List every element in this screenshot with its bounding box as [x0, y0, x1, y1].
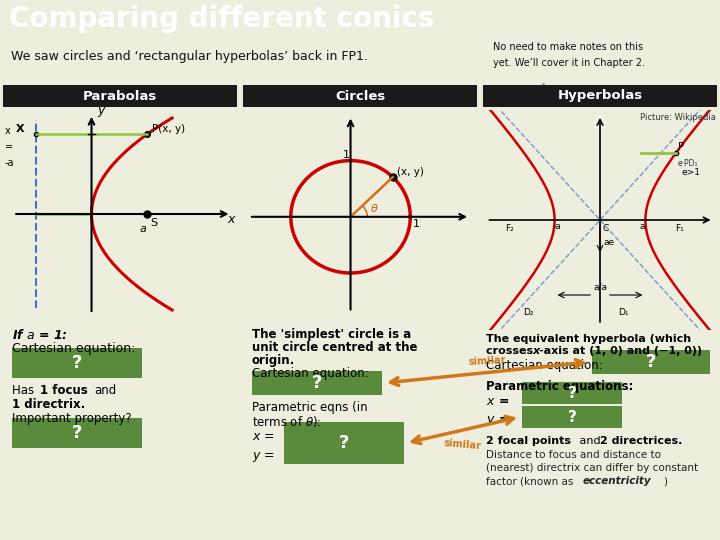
Text: The equivalent hyperbola (which: The equivalent hyperbola (which: [486, 334, 691, 344]
Text: P(x, y): P(x, y): [152, 124, 185, 134]
Text: and: and: [94, 384, 116, 397]
Text: a: a: [139, 224, 146, 234]
Text: eccentricity: eccentricity: [583, 476, 652, 486]
Bar: [3, 85, 237, 107]
Text: Picture: Wikipedia: Picture: Wikipedia: [640, 112, 716, 122]
Text: y: y: [97, 104, 104, 117]
Text: Cartesian equation:: Cartesian equation:: [252, 367, 369, 380]
Text: yet. We’ll cover it in Chapter 2.: yet. We’ll cover it in Chapter 2.: [493, 58, 645, 68]
Text: (nearest) directrix can differ by constant: (nearest) directrix can differ by consta…: [486, 463, 698, 473]
Text: $x$ =: $x$ =: [486, 395, 509, 408]
Text: x: x: [532, 346, 539, 356]
Text: 2 directrices.: 2 directrices.: [600, 436, 683, 446]
Text: e·PD₁: e·PD₁: [678, 159, 698, 168]
Text: Parabolas: Parabolas: [83, 90, 157, 103]
Text: C: C: [602, 224, 608, 233]
Text: F₂: F₂: [505, 224, 513, 233]
Text: similar: similar: [444, 438, 482, 451]
Text: -axis at (1, 0) and (−1, 0)): -axis at (1, 0) and (−1, 0)): [539, 346, 702, 356]
Text: $y$ =: $y$ =: [252, 450, 275, 464]
Text: -a: -a: [552, 222, 561, 231]
Text: a: a: [640, 222, 645, 231]
Text: P: P: [678, 141, 684, 152]
Bar: [592, 350, 710, 374]
Text: 2 focal points: 2 focal points: [486, 436, 571, 446]
Text: and: and: [576, 436, 604, 446]
Text: Hyperbolas: Hyperbolas: [557, 90, 642, 103]
Text: ?: ?: [312, 374, 322, 392]
Text: Parametric eqns (in: Parametric eqns (in: [252, 401, 368, 414]
Text: $\theta$: $\theta$: [369, 202, 378, 214]
Text: $x$ =: $x$ =: [252, 430, 275, 443]
Text: ae: ae: [603, 238, 614, 247]
Text: No need to make notes on this: No need to make notes on this: [493, 42, 644, 52]
Text: We saw circles and ‘rectangular hyperbolas’ back in FP1.: We saw circles and ‘rectangular hyperbol…: [11, 50, 368, 63]
Text: Has: Has: [12, 384, 38, 397]
Bar: [252, 371, 382, 395]
Text: Cartesian equation:: Cartesian equation:: [486, 359, 603, 372]
Text: 1 focus: 1 focus: [40, 384, 88, 397]
Text: ?: ?: [72, 354, 82, 372]
Text: ?: ?: [567, 409, 577, 424]
Text: similar: similar: [468, 355, 506, 367]
Text: D₁: D₁: [618, 308, 629, 317]
Text: x: x: [228, 213, 235, 226]
Text: Cartesian equation:: Cartesian equation:: [12, 342, 135, 355]
Text: terms of $\theta$):: terms of $\theta$):: [252, 414, 321, 429]
Text: e>1: e>1: [682, 168, 701, 177]
Text: x: x: [5, 126, 11, 136]
Text: unit circle centred at the: unit circle centred at the: [252, 341, 418, 354]
Text: D₂: D₂: [523, 308, 534, 317]
Text: The 'simplest' circle is a: The 'simplest' circle is a: [252, 328, 411, 341]
Bar: [243, 85, 477, 107]
Bar: [284, 422, 404, 464]
Text: 1: 1: [413, 219, 420, 229]
Text: =: =: [5, 142, 13, 152]
Text: 1 directrix.: 1 directrix.: [12, 398, 85, 411]
Text: Distance to focus and distance to: Distance to focus and distance to: [486, 450, 661, 460]
Text: ): ): [663, 476, 667, 486]
Text: Comparing different conics: Comparing different conics: [9, 5, 434, 33]
Text: ?: ?: [567, 386, 577, 401]
Bar: [522, 382, 622, 404]
Text: crosses: crosses: [486, 346, 537, 356]
Text: factor (known as: factor (known as: [486, 476, 577, 486]
Text: (x, y): (x, y): [397, 167, 424, 177]
Text: S: S: [150, 218, 158, 228]
Text: 1: 1: [343, 150, 350, 160]
Text: If $a$ = 1:: If $a$ = 1:: [12, 328, 68, 342]
Text: X: X: [16, 124, 24, 134]
Bar: [522, 406, 622, 428]
Text: Important property?: Important property?: [12, 412, 132, 425]
Text: -a: -a: [5, 158, 14, 168]
Bar: [12, 348, 142, 378]
Text: ?: ?: [339, 434, 349, 452]
Bar: [12, 418, 142, 448]
Bar: [483, 85, 717, 107]
Text: ?: ?: [646, 353, 656, 371]
Text: a/a: a/a: [593, 282, 607, 291]
Text: origin.: origin.: [252, 354, 295, 367]
Text: ?: ?: [72, 424, 82, 442]
Text: $y$ =: $y$ =: [486, 414, 509, 428]
Text: F₁: F₁: [675, 224, 683, 233]
Text: Circles: Circles: [335, 90, 385, 103]
Text: Parametric equations:: Parametric equations:: [486, 380, 634, 393]
